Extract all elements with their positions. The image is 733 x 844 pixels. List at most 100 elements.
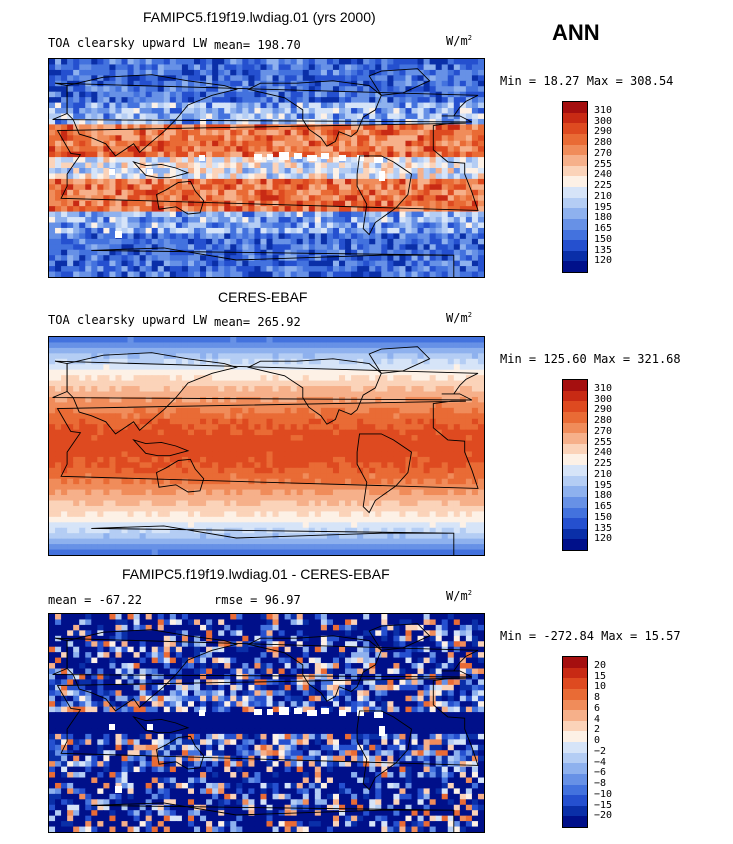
map-cell	[151, 413, 159, 420]
map-cell	[351, 64, 358, 71]
map-cell	[308, 375, 316, 382]
map-cell	[181, 369, 189, 376]
map-cell	[254, 375, 262, 382]
map-cell	[405, 113, 413, 120]
map-cell	[109, 140, 117, 147]
map-cell	[296, 337, 304, 344]
map-cell	[109, 478, 117, 485]
map-cell	[465, 151, 473, 158]
map-cell	[169, 467, 177, 474]
map-cell	[417, 151, 425, 158]
map-cell	[224, 249, 231, 256]
map-cell	[181, 386, 189, 393]
map-cell	[109, 195, 117, 202]
map-cell	[465, 337, 473, 344]
map-cell	[314, 91, 322, 98]
map-cell	[145, 369, 153, 376]
map-cell	[79, 140, 86, 147]
map-cell	[369, 413, 376, 420]
map-cell	[290, 424, 298, 431]
map-cell	[145, 151, 153, 158]
map-cell	[471, 353, 479, 360]
map-cell	[272, 375, 280, 382]
map-cell	[423, 140, 431, 147]
map-cell	[218, 91, 225, 98]
map-cell	[67, 249, 74, 256]
map-cell	[163, 129, 171, 136]
map-cell	[471, 451, 479, 458]
map-cell	[278, 347, 286, 354]
map-cell	[351, 440, 358, 447]
map-cell	[314, 200, 322, 207]
map-cell	[49, 467, 56, 474]
map-cell	[435, 91, 443, 98]
map-cell	[351, 467, 358, 474]
map-cell	[423, 386, 431, 393]
map-cell	[115, 97, 123, 104]
map-cell	[453, 178, 461, 185]
map-cell	[127, 86, 135, 93]
map-cell	[284, 227, 292, 234]
map-cell	[477, 206, 484, 213]
map-cell	[423, 59, 431, 66]
map-cell	[284, 451, 292, 458]
map-cell	[91, 462, 98, 469]
map-cell	[133, 80, 141, 87]
map-cell	[254, 429, 262, 436]
map-cell	[477, 255, 484, 262]
map-cell	[187, 424, 195, 431]
map-cell	[103, 396, 111, 403]
map-cell	[375, 75, 382, 82]
map-cell	[151, 260, 159, 267]
map-cell	[405, 467, 413, 474]
map-cell	[308, 118, 316, 125]
map-cell	[218, 184, 225, 191]
map-cell	[278, 402, 286, 409]
map-cell	[61, 347, 68, 354]
map-cell	[218, 233, 225, 240]
map-cell	[477, 435, 484, 442]
map-cell	[242, 217, 249, 224]
map-cell	[133, 140, 141, 147]
map-cell	[381, 353, 388, 360]
map-cell	[115, 189, 123, 196]
map-cell	[447, 124, 455, 131]
map-cell	[85, 380, 92, 387]
missing-data-patch	[109, 169, 115, 175]
map-cell	[175, 195, 183, 202]
map-cell	[345, 484, 352, 491]
map-cell	[339, 255, 346, 262]
map-cell	[351, 380, 358, 387]
map-cell	[248, 113, 256, 120]
map-cell	[133, 151, 141, 158]
map-cell	[127, 375, 135, 382]
map-cell	[103, 424, 111, 431]
map-cell	[326, 108, 334, 115]
map-cell	[175, 473, 183, 480]
map-cell	[55, 337, 62, 344]
map-cell	[206, 424, 213, 431]
map-cell	[55, 151, 62, 158]
map-cell	[91, 206, 98, 213]
coastline	[132, 160, 190, 179]
map-cell	[151, 227, 159, 234]
map-cell	[194, 413, 201, 420]
map-cell	[471, 473, 479, 480]
map-cell	[417, 462, 425, 469]
map-cell	[332, 233, 340, 240]
map-cell	[236, 157, 243, 164]
map-cell	[127, 113, 135, 120]
map-cell	[248, 244, 256, 251]
map-cell	[61, 337, 68, 344]
map-cell	[459, 484, 467, 491]
map-cell	[345, 102, 352, 109]
map-cell	[230, 467, 237, 474]
map-cell	[181, 244, 189, 251]
map-cell	[254, 118, 262, 125]
map-cell	[236, 178, 243, 185]
map-cell	[320, 347, 328, 354]
map-cell	[351, 407, 358, 414]
map-cell	[230, 69, 237, 76]
map-cell	[254, 91, 262, 98]
map-cell	[465, 271, 473, 277]
